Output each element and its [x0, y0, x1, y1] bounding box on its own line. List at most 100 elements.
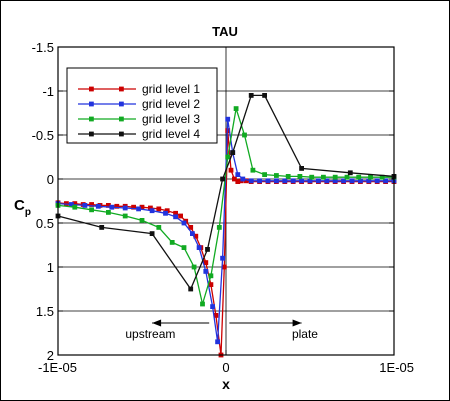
- data-point: [208, 273, 214, 279]
- data-point: [173, 210, 178, 216]
- data-point: [274, 178, 279, 184]
- data-point: [299, 166, 304, 171]
- data-point: [149, 231, 155, 236]
- data-point: [285, 174, 291, 179]
- data-point: [235, 179, 241, 184]
- data-point: [356, 174, 362, 180]
- chart-title: TAU: [212, 24, 238, 39]
- data-point: [299, 178, 304, 184]
- annotation-label: plate: [292, 327, 318, 341]
- data-point: [262, 93, 267, 98]
- data-point: [220, 255, 225, 261]
- data-point: [248, 93, 254, 98]
- data-point: [358, 178, 363, 184]
- data-point: [193, 233, 199, 239]
- x-tick-label: -1E-05: [38, 360, 77, 375]
- data-point: [349, 178, 355, 184]
- y-tick-label: 1: [47, 260, 54, 275]
- data-point: [235, 172, 241, 177]
- legend-entry: grid level 2: [78, 97, 200, 111]
- data-point: [243, 178, 249, 184]
- data-point: [82, 203, 88, 208]
- data-point: [368, 174, 373, 180]
- data-point: [131, 204, 136, 210]
- x-tick-label: 0: [222, 360, 229, 375]
- data-point: [203, 269, 209, 274]
- data-point: [188, 286, 194, 292]
- data-point: [347, 170, 353, 176]
- data-point: [262, 172, 267, 177]
- legend-marker: [119, 101, 124, 107]
- series-3: [55, 106, 397, 307]
- data-point: [181, 220, 187, 226]
- data-point: [257, 178, 262, 184]
- data-point: [188, 225, 194, 230]
- legend-entry: grid level 3: [78, 112, 200, 126]
- data-point: [169, 240, 175, 245]
- y-tick-label: -1: [42, 84, 54, 99]
- data-point: [213, 313, 219, 318]
- data-point: [374, 178, 380, 184]
- data-point: [220, 176, 225, 182]
- y-axis-label: Cp: [14, 197, 31, 218]
- data-point: [109, 204, 115, 210]
- data-point: [221, 264, 227, 270]
- data-point: [242, 132, 247, 138]
- data-point: [122, 213, 128, 219]
- data-point: [99, 225, 105, 230]
- data-point: [332, 174, 338, 180]
- data-point: [307, 178, 313, 184]
- data-point: [122, 205, 128, 211]
- data-point: [282, 178, 288, 184]
- data-point: [136, 206, 141, 212]
- legend-marker: [119, 116, 124, 122]
- data-point: [379, 174, 385, 180]
- data-point: [163, 210, 168, 216]
- y-tick-label: 0.5: [36, 216, 54, 231]
- data-point: [321, 174, 326, 180]
- data-point: [250, 167, 256, 173]
- y-tick-label: 2: [47, 348, 54, 363]
- data-point: [210, 304, 215, 309]
- annotation-arrow-head: [152, 319, 162, 327]
- legend-marker: [119, 86, 124, 92]
- data-point: [290, 178, 296, 184]
- legend-marker: [89, 86, 94, 92]
- legend-entry: grid level 1: [78, 82, 200, 96]
- data-point: [366, 178, 372, 184]
- data-point: [215, 339, 220, 345]
- data-point: [225, 154, 231, 160]
- axis-ticks: -1.5 -1 -0.5 0 0.5 1 1.5 2-1E-05 0 1E-05: [32, 40, 414, 375]
- data-point: [309, 174, 315, 180]
- annotation-label: upstream: [125, 327, 175, 341]
- data-point: [95, 203, 101, 209]
- data-point: [173, 214, 178, 220]
- series-line: [57, 94, 395, 291]
- data-point: [216, 225, 222, 230]
- data-point: [72, 201, 78, 206]
- x-axis-label: x: [222, 376, 230, 392]
- data-point: [265, 178, 271, 184]
- data-point: [230, 150, 236, 155]
- y-tick-label: 0: [47, 172, 54, 187]
- legend-label: grid level 3: [142, 112, 200, 126]
- data-point: [72, 204, 78, 210]
- y-tick-label: -1.5: [32, 40, 54, 55]
- data-point: [106, 203, 111, 208]
- data-point: [225, 116, 231, 122]
- legend-marker: [119, 131, 124, 137]
- legend-label: grid level 1: [142, 82, 200, 96]
- annotation-arrow-head: [292, 319, 302, 327]
- data-point: [324, 178, 330, 184]
- y-axis-label-main: C: [14, 197, 25, 214]
- data-point: [341, 178, 346, 184]
- data-point: [383, 178, 388, 184]
- data-point: [233, 106, 239, 111]
- data-point: [156, 225, 162, 230]
- data-point: [139, 204, 145, 210]
- series-2: [55, 116, 397, 345]
- y-tick-label: -0.5: [32, 128, 54, 143]
- y-tick-label: 1.5: [36, 304, 54, 319]
- legend-label: grid level 4: [142, 127, 200, 141]
